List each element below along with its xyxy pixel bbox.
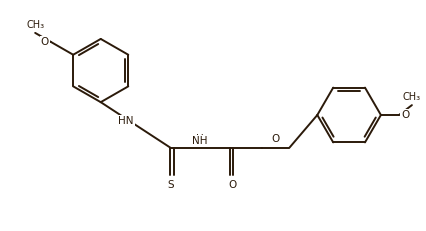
Text: O: O xyxy=(401,110,409,120)
Text: HN: HN xyxy=(118,116,134,126)
Text: CH₃: CH₃ xyxy=(403,92,421,102)
Text: CH₃: CH₃ xyxy=(26,20,44,30)
Text: H: H xyxy=(196,134,204,144)
Text: O: O xyxy=(271,134,280,144)
Text: O: O xyxy=(229,180,237,190)
Text: NH: NH xyxy=(192,136,208,146)
Text: O: O xyxy=(40,37,49,47)
Text: S: S xyxy=(167,180,173,190)
